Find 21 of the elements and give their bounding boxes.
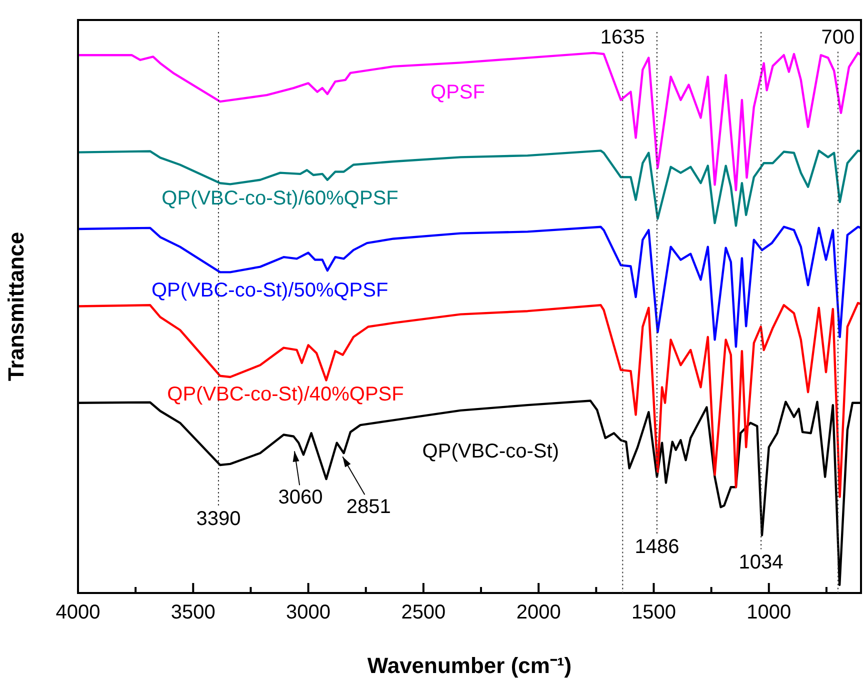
series-label: QP(VBC-co-St)/40%QPSF — [167, 384, 404, 406]
annotation: 2851 — [346, 496, 391, 518]
series-label: QP(VBC-co-St)/50%QPSF — [151, 279, 388, 302]
x-tick-label: 1500 — [631, 602, 676, 624]
x-tick-label: 1000 — [746, 602, 792, 624]
ref-line-label: 1034 — [738, 552, 784, 574]
ref-line-label: 1635 — [600, 26, 645, 48]
x-tick-label: 2000 — [516, 602, 561, 624]
x-tick-label: 2500 — [401, 602, 446, 624]
annotation: 3060 — [278, 486, 323, 509]
x-tick-label: 4000 — [56, 602, 100, 624]
ref-line-label: 1486 — [634, 536, 680, 558]
x-tick-label: 3500 — [170, 602, 216, 624]
x-axis-title: Wavenumber (cm⁻¹) — [367, 652, 572, 678]
ref-line-label: 700 — [821, 26, 855, 48]
series-label: QP(VBC-co-St) — [422, 440, 559, 463]
x-tick-label: 3000 — [286, 602, 331, 624]
series-label: QP(VBC-co-St)/60%QPSF — [162, 187, 398, 210]
ref-line-label: 3390 — [196, 508, 241, 530]
y-axis-title: Transmittance — [3, 232, 28, 382]
series-label: QPSF — [430, 81, 485, 104]
